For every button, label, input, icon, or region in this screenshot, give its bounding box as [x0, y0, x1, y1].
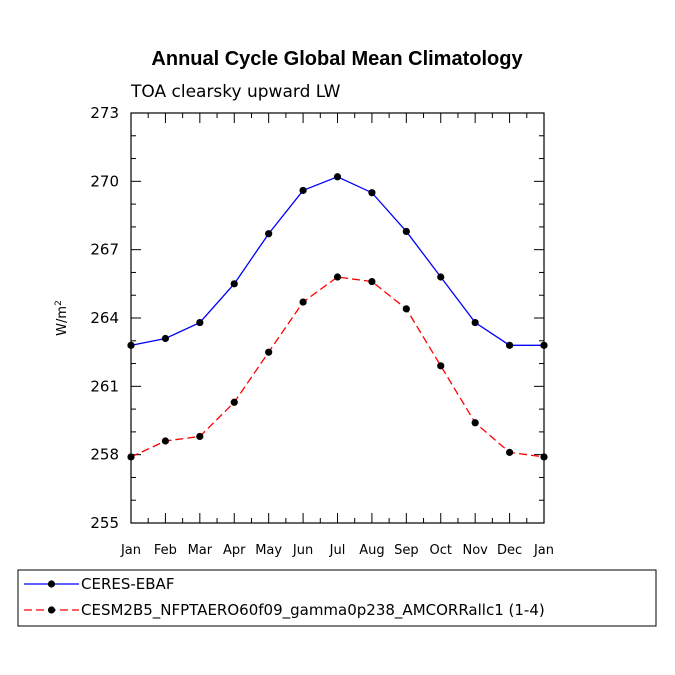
legend-box — [17, 569, 657, 627]
x-tick-label: Jun — [292, 543, 313, 558]
series-1-point — [368, 277, 376, 286]
series-1-point — [540, 453, 548, 461]
y-axis-label: W/m2 — [54, 300, 70, 336]
series-line-1 — [130, 276, 545, 458]
series-1-point — [471, 419, 479, 427]
y-axis-label-unit: W/m — [55, 306, 70, 336]
chart-subtitle: TOA clearsky upward LW — [130, 82, 341, 102]
y-tick-label: 267 — [90, 241, 119, 259]
series-0-point — [402, 227, 410, 236]
y-tick-label: 258 — [90, 446, 119, 464]
series-0-point — [161, 334, 170, 343]
series-0-point — [368, 189, 376, 197]
y-tick-label: 264 — [90, 309, 119, 327]
legend-marker-0 — [47, 580, 56, 588]
series-1-point — [402, 305, 410, 313]
x-tick-label: Mar — [188, 543, 213, 558]
series-1-point — [265, 348, 273, 356]
x-tick-label: Nov — [462, 543, 488, 558]
series-line-0 — [130, 176, 544, 346]
x-tick-label: Dec — [497, 543, 522, 558]
chart-title: Annual Cycle Global Mean Climatology — [151, 48, 523, 70]
series-0-point — [540, 341, 548, 349]
y-tick-label: 270 — [90, 172, 119, 190]
x-tick-label: Aug — [359, 543, 384, 558]
y-tick-label: 261 — [90, 377, 119, 395]
series-0-point — [505, 341, 514, 349]
series-1-point — [196, 432, 204, 441]
x-tick-label: Apr — [223, 543, 246, 558]
legend: CERES-EBAF CESM2B5_NFPTAERO60f09_gamma0p2… — [24, 575, 545, 620]
plot-area: 255 258 261 264 267 270 273 Jan Feb Mar Apr May Jun J… — [90, 104, 554, 558]
y-axis-label-superscript: 2 — [54, 300, 64, 306]
series-0-point — [230, 280, 238, 288]
series-1-point — [230, 398, 238, 406]
x-tick-label: Oct — [430, 543, 452, 558]
series-1-point — [505, 448, 514, 456]
series-1-point — [127, 453, 135, 461]
y-tick-label: 255 — [90, 514, 119, 532]
series-0-point — [333, 173, 342, 181]
legend-label-1: CESM2B5_NFPTAERO60f09_gamma0p238_AMCORRa… — [81, 601, 545, 620]
x-tick-label: Feb — [154, 543, 177, 558]
series-1-point — [299, 298, 307, 306]
series-0-point — [299, 186, 307, 195]
x-tick-label: Sep — [394, 543, 419, 558]
series-1-point — [437, 362, 445, 370]
x-tick-label: May — [255, 543, 282, 558]
series-0-point — [127, 341, 135, 349]
x-tick-label: Jul — [329, 543, 346, 558]
y-tick-label: 273 — [90, 104, 119, 122]
x-tick-label: Jan — [120, 543, 141, 558]
legend-marker-1 — [47, 606, 56, 614]
series-1-point — [333, 273, 342, 281]
series-1-point — [161, 437, 170, 445]
series-0-point — [437, 273, 445, 281]
series-0-point — [471, 318, 479, 327]
legend-label-0: CERES-EBAF — [81, 575, 174, 593]
series-0-point — [196, 318, 204, 327]
series-0-point — [265, 230, 273, 238]
x-tick-label: Jan — [533, 543, 554, 558]
